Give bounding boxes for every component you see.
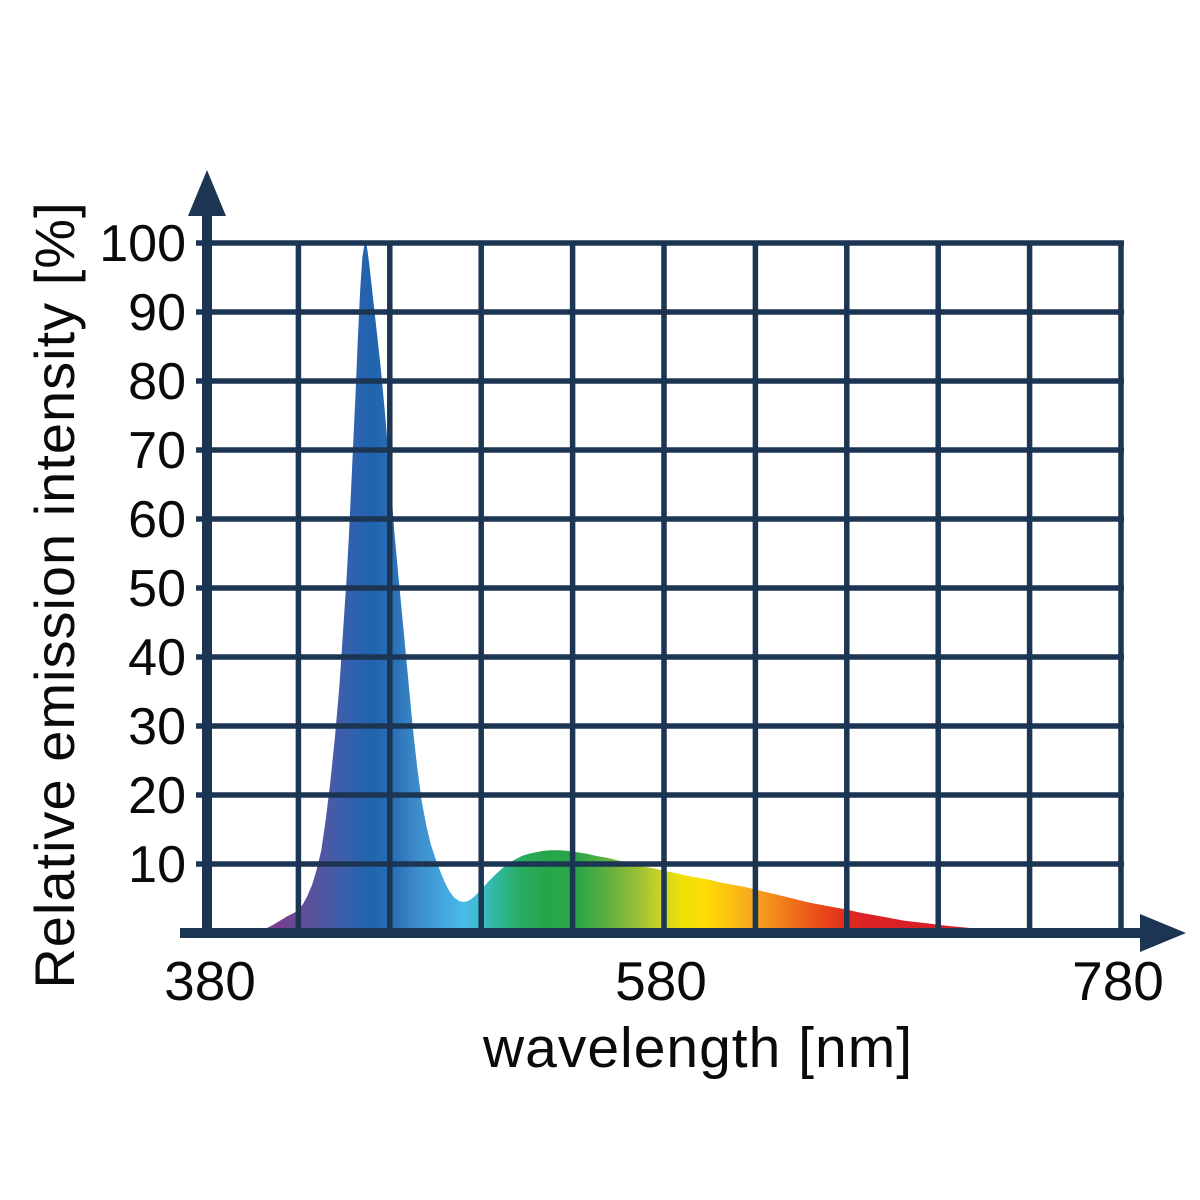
y-axis-title: Relative emission intensity [%] <box>23 201 86 989</box>
y-tick-label: 30 <box>128 698 186 756</box>
x-axis-arrow-icon <box>1140 914 1186 952</box>
y-tick-label: 90 <box>128 284 186 342</box>
x-axis-title: wavelength [nm] <box>482 1016 914 1080</box>
x-axis-tick-labels: 380 580 780 <box>164 950 1164 1012</box>
x-tick-label: 380 <box>164 950 256 1012</box>
y-axis-arrow-icon <box>188 170 226 216</box>
y-tick-label: 70 <box>128 422 186 480</box>
y-tick-label: 40 <box>128 629 186 687</box>
y-tick-label: 50 <box>128 560 186 618</box>
y-axis-tick-labels: 100 90 80 70 60 50 40 30 20 10 <box>99 215 186 894</box>
x-tick-label: 580 <box>615 950 707 1012</box>
y-tick-label: 10 <box>128 836 186 894</box>
y-tick-label: 80 <box>128 353 186 411</box>
x-tick-label: 780 <box>1072 950 1164 1012</box>
y-tick-label: 60 <box>128 491 186 549</box>
grid-lines <box>196 240 1124 933</box>
y-tick-label: 100 <box>99 215 186 273</box>
y-tick-label: 20 <box>128 767 186 825</box>
axes <box>180 170 1186 952</box>
